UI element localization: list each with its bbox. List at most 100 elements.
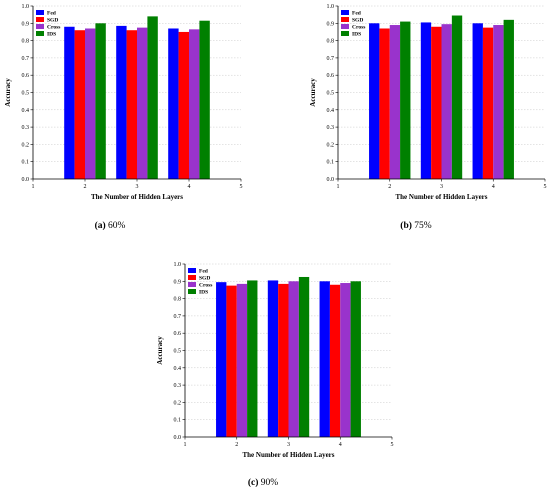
chart-c-xtick-label: 5 (391, 442, 394, 448)
chart-c-bar-sgd (329, 284, 341, 437)
chart-c-legend-swatch-ids (188, 289, 196, 294)
chart-a-bar-cross (137, 27, 148, 179)
chart-b-bar-cross (389, 25, 401, 180)
chart-b-bar-sgd (379, 28, 390, 179)
chart-c-legend-label-sgd: SGD (199, 276, 210, 282)
chart-a-legend-swatch-cross (36, 24, 44, 29)
chart-a-bar-fed (64, 26, 75, 180)
chart-b-bar-fed (420, 22, 432, 180)
chart-b-legend-swatch-cross (341, 24, 349, 29)
chart-a-bar-ids (95, 23, 106, 179)
chart-c-bar-fed (319, 281, 330, 437)
chart-a-ytick-label: 0.2 (22, 142, 30, 148)
chart-a-xtick-label: 2 (84, 184, 87, 190)
chart-c-bar-ids (298, 276, 310, 437)
chart-a-legend-swatch-ids (36, 31, 44, 36)
chart-a-legend-label-ids: IDS (47, 32, 56, 38)
chart-a-ytick-label: 0.0 (22, 177, 30, 183)
chart-b-bar-ids (451, 15, 463, 180)
chart-c-ytick-label: 1.0 (174, 262, 182, 268)
chart-a-x-axis-title: The Number of Hidden Layers (91, 193, 183, 201)
chart-c-legend-label-fed: Fed (199, 269, 208, 275)
chart-a-xtick-label: 3 (136, 184, 139, 190)
chart-a-bar-sgd (178, 31, 189, 180)
chart-c-bar-fed (267, 280, 279, 437)
chart-c-caption-text: 90% (258, 478, 278, 488)
chart-a-ytick-label: 0.6 (22, 73, 30, 79)
chart-a-ytick-label: 0.4 (22, 108, 30, 114)
chart-a-bar-fed (168, 28, 179, 179)
chart-a-xtick-label: 1 (32, 184, 35, 190)
chart-b-ytick-label: 0.9 (327, 21, 335, 27)
chart-a-caption-text: 60% (106, 221, 126, 231)
chart-b-legend-label-fed: Fed (352, 11, 361, 17)
chart-b-bar-cross (493, 25, 504, 180)
chart-b-bar-sgd (482, 27, 494, 179)
chart-a-bar-sgd (126, 30, 137, 179)
chart-a-legend-label-cross: Cross (47, 25, 60, 31)
chart-c-caption: (c) 90% (248, 477, 278, 488)
chart-b-xtick-label: 4 (492, 184, 495, 190)
chart-a-bar-cross (189, 29, 200, 180)
chart-b-legend-label-cross: Cross (352, 25, 365, 31)
chart-b-ytick-label: 0.0 (327, 177, 335, 183)
chart-c-ytick-label: 0.5 (174, 349, 182, 355)
chart-b-ytick-label: 0.6 (327, 73, 335, 79)
chart-c-xtick-label: 2 (235, 442, 238, 448)
chart-a-xtick-label: 5 (240, 184, 243, 190)
chart-c-x-axis-title: The Number of Hidden Layers (242, 451, 334, 459)
chart-a-legend-swatch-sgd (36, 17, 44, 22)
chart-a-bar-ids (199, 20, 210, 179)
chart-c-ytick-label: 0.7 (174, 314, 182, 320)
chart-a-bar-cross (85, 28, 96, 179)
chart-c-xtick-label: 3 (287, 442, 290, 448)
chart-a-caption: (a) 60% (95, 220, 126, 231)
chart-b-bar-cross (441, 24, 452, 180)
chart-b-caption-letter: (b) (400, 220, 412, 231)
chart-b-ytick-label: 0.5 (327, 91, 335, 97)
chart-c-bar-cross (288, 281, 299, 437)
chart-c-legend-label-cross: Cross (199, 283, 212, 289)
chart-b-ytick-label: 0.3 (327, 125, 335, 131)
chart-a-legend-label-sgd: SGD (47, 18, 58, 24)
chart-b-xtick-label: 3 (440, 184, 443, 190)
chart-b-y-axis-title: Accuracy (309, 78, 317, 107)
chart-b-ytick-label: 0.2 (327, 142, 335, 148)
chart-b-bar-ids (503, 19, 514, 180)
chart-c-legend-swatch-cross (188, 282, 196, 287)
chart-c-xtick-label: 1 (184, 442, 187, 448)
chart-a-ytick-label: 0.8 (22, 39, 30, 45)
chart-c-bar-cross (340, 283, 351, 437)
chart-c-xtick-label: 4 (339, 442, 342, 448)
chart-c-bar-sgd (226, 285, 237, 437)
chart-a-bar-sgd (74, 30, 85, 179)
chart-a-legend-label-fed: Fed (47, 11, 56, 17)
chart-c-bar-fed (216, 282, 227, 437)
chart-c-ytick-label: 0.0 (174, 435, 182, 441)
chart-c-ytick-label: 0.9 (174, 279, 182, 285)
chart-c-y-axis-title: Accuracy (156, 336, 164, 365)
chart-c-legend-label-ids: IDS (199, 290, 208, 296)
chart-c-ytick-label: 0.8 (174, 297, 182, 303)
chart-c-ytick-label: 0.2 (174, 400, 182, 406)
chart-b-x-axis-title: The Number of Hidden Layers (395, 193, 487, 201)
chart-a-caption-letter: (a) (95, 220, 106, 231)
chart-c-ytick-label: 0.1 (174, 418, 182, 424)
chart-b-legend-swatch-ids (341, 31, 349, 36)
chart-b-legend-label-sgd: SGD (352, 18, 363, 24)
chart-c-legend-swatch-fed (188, 268, 196, 273)
chart-b-bar-sgd (431, 26, 442, 180)
chart-a-xtick-label: 4 (188, 184, 191, 190)
chart-b-xtick-label: 5 (544, 184, 547, 190)
chart-b-bar-ids (400, 21, 411, 179)
chart-b-xtick-label: 1 (337, 184, 340, 190)
chart-b-xtick-label: 2 (388, 184, 391, 190)
chart-a-ytick-label: 0.9 (22, 21, 30, 27)
chart-b-bar-fed (369, 23, 380, 179)
chart-b-ytick-label: 0.8 (327, 39, 335, 45)
chart-b-ytick-label: 0.4 (327, 108, 335, 114)
chart-b-bar-fed (472, 23, 483, 179)
chart-a-ytick-label: 0.1 (22, 160, 30, 166)
chart-a-y-axis-title: Accuracy (4, 78, 12, 107)
